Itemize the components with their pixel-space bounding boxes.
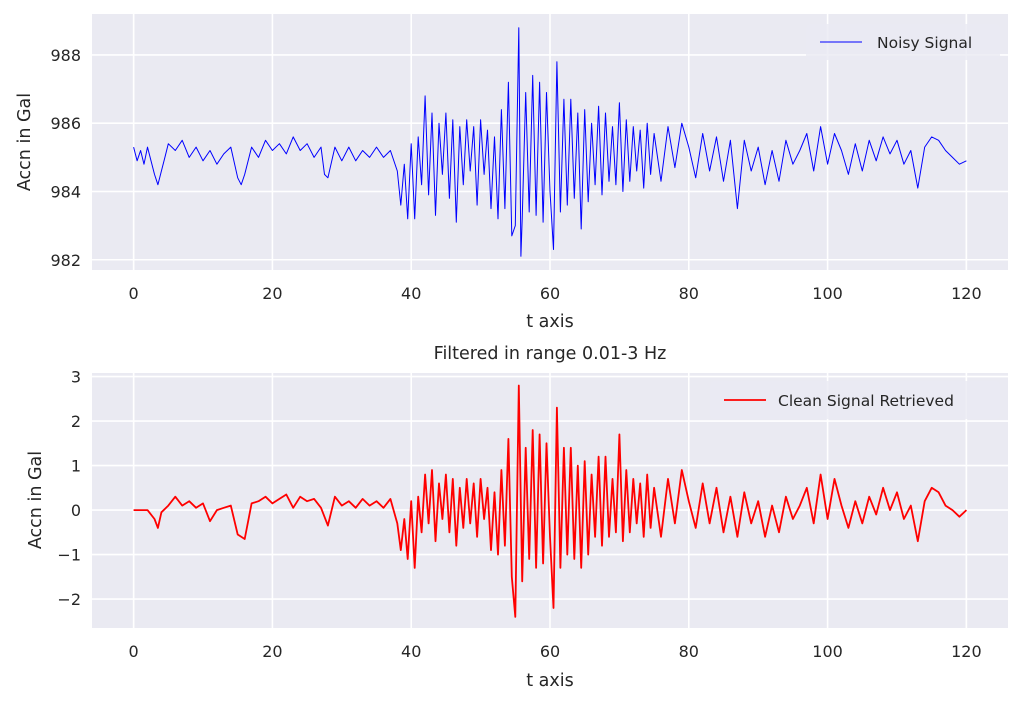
x-tick-label: 40 (401, 284, 421, 303)
x-tick-label: 120 (951, 284, 982, 303)
top-legend-label: Noisy Signal (877, 34, 972, 52)
legend-box (806, 24, 1000, 60)
x-tick-label: 40 (401, 642, 421, 661)
y-tick-label: 986 (50, 114, 81, 133)
y-tick-label: 1 (71, 457, 81, 476)
x-tick-label: 80 (679, 284, 699, 303)
y-tick-label: 982 (50, 251, 81, 270)
series-line-noisy-signal (133, 27, 967, 257)
legend-box (710, 381, 1000, 419)
bottom-subplot: Filtered in range 0.01-3 Hz t axis Accn … (26, 344, 1008, 691)
bottom-title: Filtered in range 0.01-3 Hz (434, 344, 667, 364)
x-tick-label: 80 (679, 642, 699, 661)
y-tick-label: −2 (57, 590, 81, 609)
x-tick-label: 100 (812, 642, 843, 661)
y-tick-label: 2 (71, 412, 81, 431)
x-tick-label: 60 (540, 642, 560, 661)
x-tick-label: 20 (262, 284, 282, 303)
top-subplot: t axis Accn in Gal 0 20 40 60 80 100 120 982 984… (15, 14, 1008, 332)
y-tick-label: 988 (50, 46, 81, 65)
bottom-x-axis-label: t axis (526, 671, 573, 691)
x-tick-label: 120 (951, 642, 982, 661)
top-x-axis-label: t axis (526, 312, 573, 332)
bottom-legend-label: Clean Signal Retrieved (778, 392, 954, 410)
top-y-axis-label: Accn in Gal (15, 93, 35, 191)
y-tick-label: 984 (50, 182, 81, 201)
series-line-clean-signal-retrieved (133, 384, 968, 618)
y-tick-label: −1 (57, 546, 81, 565)
x-tick-label: 0 (129, 642, 139, 661)
x-tick-label: 20 (262, 642, 282, 661)
x-tick-label: 0 (129, 284, 139, 303)
y-tick-label: 0 (71, 501, 81, 520)
bottom-y-axis-label: Accn in Gal (26, 451, 46, 549)
y-tick-label: 3 (71, 368, 81, 387)
x-tick-label: 100 (812, 284, 843, 303)
x-tick-label: 60 (540, 284, 560, 303)
